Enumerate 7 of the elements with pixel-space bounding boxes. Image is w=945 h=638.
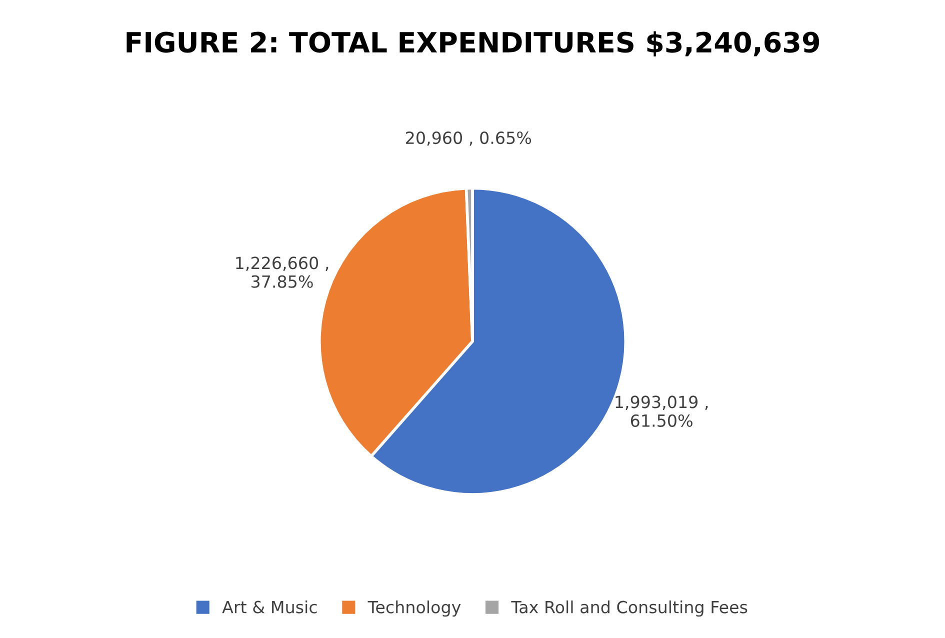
legend-label: Tax Roll and Consulting Fees <box>511 600 748 617</box>
legend-label: Technology <box>368 600 461 617</box>
data-label: 1,226,660 , 37.85% <box>236 256 328 288</box>
data-label: 20,960 , 0.65% <box>406 131 532 146</box>
data-label: 1,993,019 , 61.50% <box>616 396 708 427</box>
legend-label: Art & Music <box>222 600 317 614</box>
chart-title: FIGURE 2: TOTAL EXPENDITURES $3,240,639 <box>126 31 820 56</box>
